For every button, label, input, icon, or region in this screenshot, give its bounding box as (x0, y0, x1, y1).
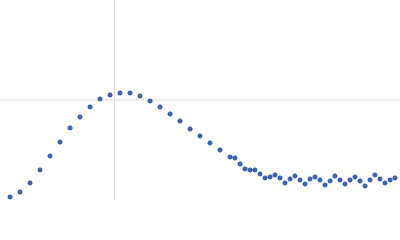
point (167, 111, 173, 117)
point (287, 176, 293, 182)
point (47, 153, 53, 159)
point (272, 172, 278, 178)
point (57, 139, 63, 145)
point (277, 175, 283, 181)
point (387, 177, 393, 183)
point (392, 175, 398, 181)
point (332, 173, 338, 179)
chart (0, 0, 400, 200)
point (292, 173, 298, 179)
point (117, 90, 123, 96)
point (382, 180, 388, 186)
point (367, 177, 373, 183)
point (87, 104, 93, 110)
point (127, 90, 133, 96)
point (372, 172, 378, 178)
point (247, 167, 253, 173)
point (337, 177, 343, 183)
point (317, 177, 323, 183)
point (217, 147, 223, 153)
point (227, 154, 233, 160)
point (37, 167, 43, 173)
point (327, 178, 333, 184)
point (17, 189, 23, 195)
point (67, 125, 73, 131)
point (262, 175, 268, 181)
point (357, 178, 363, 184)
point (197, 133, 203, 139)
point (237, 161, 243, 167)
point (307, 176, 313, 182)
point (347, 177, 353, 183)
point (187, 126, 193, 132)
point (137, 93, 143, 99)
point (107, 92, 113, 98)
point (257, 171, 263, 177)
point (302, 181, 308, 187)
point (147, 98, 153, 104)
point (267, 174, 273, 180)
point (242, 166, 248, 172)
point (7, 194, 13, 200)
point (282, 180, 288, 186)
point (157, 104, 163, 110)
point (297, 177, 303, 183)
point (312, 174, 318, 180)
point (252, 167, 258, 173)
point (27, 180, 33, 186)
point (207, 140, 213, 146)
point (352, 174, 358, 180)
point (177, 118, 183, 124)
point (362, 183, 368, 189)
point (322, 182, 328, 188)
point (342, 181, 348, 187)
point (77, 114, 83, 120)
point (97, 96, 103, 102)
point (377, 176, 383, 182)
point (232, 155, 238, 161)
page: (() => { const data = JSON.parse(documen… (0, 0, 400, 200)
